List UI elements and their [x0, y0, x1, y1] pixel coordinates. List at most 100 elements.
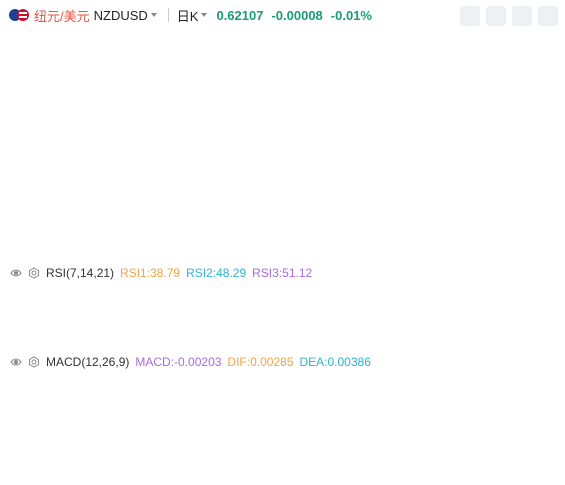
candle-body — [187, 126, 197, 138]
y-tick-label: 0.59284 — [512, 248, 552, 260]
macd-bar — [439, 422, 449, 433]
percent-change: -0.01% — [330, 7, 372, 23]
candle-body — [467, 105, 477, 129]
legend-item: RSI1: 38.79 — [120, 266, 180, 280]
legend-item: RSI2: 48.29 — [186, 266, 246, 280]
collapse-button[interactable] — [552, 111, 561, 125]
tool-button[interactable] — [486, 6, 506, 26]
y-tick-label: 37.98 — [512, 337, 540, 349]
rsi-line — [9, 284, 487, 343]
legend-label: DIF: — [227, 355, 251, 369]
gear-icon[interactable] — [28, 356, 40, 368]
indicator-legend: MACD(12,26,9) MACD: -0.00203 DIF: 0.00285 DEA… — [10, 355, 371, 369]
candle-body — [145, 114, 155, 122]
rsi-line — [9, 298, 487, 330]
macd-bar — [103, 383, 113, 433]
macd-bar — [257, 432, 267, 453]
candle-body — [481, 133, 491, 135]
legend-value: 0.00285 — [250, 355, 294, 369]
candle-body — [383, 79, 393, 107]
candle-body — [397, 77, 407, 107]
macd-bar — [19, 393, 29, 433]
macd-bar — [369, 418, 379, 433]
tool-button[interactable] — [512, 6, 532, 26]
tool-button[interactable] — [538, 6, 558, 26]
candle-body — [411, 70, 421, 80]
macd-bar — [355, 429, 365, 433]
x-tick-label: 2024-09 — [186, 464, 226, 476]
candle-body — [103, 114, 113, 120]
candle-body — [61, 121, 71, 168]
macd-line — [9, 380, 487, 446]
macd-line — [9, 369, 487, 434]
symbol[interactable]: NZDUSD — [93, 7, 148, 23]
candle-body — [75, 124, 85, 130]
macd-bar — [159, 416, 169, 433]
macd-bar — [467, 432, 477, 442]
candle-body — [425, 67, 435, 74]
macd-bar — [243, 432, 253, 459]
indicator-title: MACD(12,26,9) — [46, 355, 130, 369]
macd-bar — [229, 432, 239, 456]
legend-value: 48.29 — [216, 266, 247, 280]
macd-bar — [313, 432, 323, 443]
y-tick-label: 0.63032 — [512, 88, 552, 100]
reference-label-box — [508, 322, 548, 337]
eye-icon[interactable] — [10, 356, 22, 368]
y-tick-label: 0.00642 — [512, 377, 552, 389]
macd-bar — [453, 432, 463, 434]
price-change: -0.00008 — [271, 7, 323, 23]
indicator-icons — [10, 356, 40, 368]
y-tick-label: 79.81 — [512, 291, 540, 303]
legend-item: MACD: -0.00203 — [135, 355, 221, 369]
last-price: 0.62107 — [216, 7, 264, 23]
y-tick-label: -0.00273 — [512, 447, 555, 459]
macd-bar — [327, 432, 337, 439]
indicator-legend: RSI(7,14,21) RSI1: 38.79 RSI2: 48.29 RSI3: 51.… — [10, 266, 312, 280]
rsi-line — [9, 292, 487, 333]
gear-icon[interactable] — [28, 267, 40, 279]
macd-bar — [187, 429, 197, 433]
macd-bar — [215, 432, 225, 453]
candle-body — [271, 146, 281, 155]
candle-body — [229, 157, 239, 163]
high-label: 0.6384 — [362, 54, 396, 66]
period[interactable]: 日K — [176, 8, 199, 24]
dropdown-arrow[interactable] — [148, 10, 160, 20]
macd-bar — [481, 432, 491, 448]
candle-body — [47, 155, 57, 160]
legend-label: RSI2: — [186, 266, 217, 280]
macd-bar — [411, 415, 421, 433]
macd-bar — [397, 416, 407, 433]
macd-bar — [285, 432, 295, 451]
macd-bar — [33, 387, 43, 433]
eye-icon[interactable] — [10, 267, 22, 279]
macd-bar — [117, 387, 127, 433]
candle-body — [117, 109, 127, 118]
tool-button[interactable] — [460, 6, 480, 26]
candle-body — [285, 135, 295, 157]
candle-body — [355, 105, 365, 123]
y-tick-label: 0.61783 — [512, 141, 552, 153]
candle-body — [19, 156, 29, 180]
legend-label: RSI3: — [252, 266, 283, 280]
legend-label: RSI1: — [120, 266, 151, 280]
y-tick-label: 58.90 — [512, 314, 540, 326]
indicator-title: RSI(7,14,21) — [46, 266, 115, 280]
macd-bar — [341, 432, 351, 435]
macd-bar — [201, 432, 211, 439]
pair-name[interactable]: 纽元/美元 — [34, 8, 90, 24]
candle-body — [243, 159, 253, 168]
toolbar: 纽元/美元 NZDUSD 日K 0.62107 -0.00008 -0.01% — [0, 0, 565, 30]
legend-label: DEA: — [299, 355, 328, 369]
x-tick-label: 2024-08 — [0, 464, 38, 476]
candle-body — [299, 134, 309, 148]
dropdown-arrow[interactable] — [198, 10, 210, 20]
macd-bar — [299, 432, 309, 446]
macd-bar — [383, 419, 393, 433]
x-tick-label: 2024-09 — [382, 464, 422, 476]
legend-value: 0.00386 — [327, 355, 371, 369]
y-tick-label: 0.64282 — [512, 35, 552, 47]
